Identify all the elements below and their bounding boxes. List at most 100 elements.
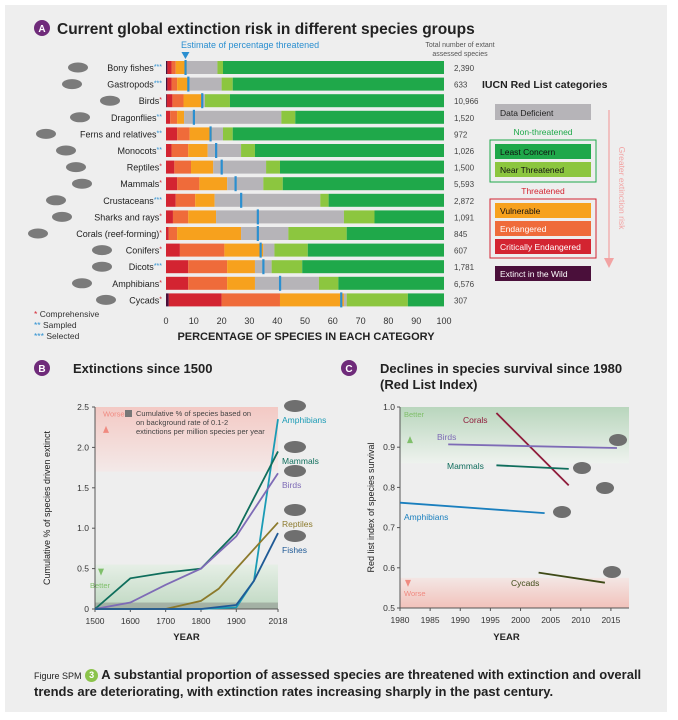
bar-dragonflies-vu [177, 110, 185, 124]
group-label-amphibians: Amphibians* [112, 279, 162, 289]
legend-swatch-critically-endangered [495, 239, 591, 254]
legend-swatch-endangered [495, 221, 591, 236]
total-cycads: 307 [454, 296, 468, 305]
dragonfly-icon [70, 112, 90, 123]
x-tick-c-2015: 2015 [601, 615, 620, 625]
group-label-gastropods: Gastropods*** [107, 80, 162, 90]
y-tick-c-1-0: 1.0 [383, 402, 395, 412]
bar-dragonflies-dd [184, 110, 282, 124]
group-label-cycads: Cycads* [129, 295, 162, 305]
bar-reptiles-vu [191, 160, 214, 174]
crab-icon [46, 195, 66, 206]
bar-crustaceans-dd [214, 193, 321, 207]
y-label-c: Red list index of species survival [366, 442, 376, 572]
group-label-monocots: Monocots** [118, 146, 163, 156]
footnote-selected: *** Selected [34, 331, 80, 341]
group-label-dicots: Dicots*** [129, 262, 162, 272]
bar-cycads-nt [346, 293, 408, 307]
bar-chart-extinction-risk: Bony fishes*** 2,390 Gastropods*** 633 Birds… [28, 52, 479, 326]
bar-sharks-and-rays-dd [216, 210, 344, 224]
line-b-birds [94, 472, 279, 610]
risk-arrow-label: Greater extinction risk [617, 147, 627, 230]
bar-corals-reef-forming-nt [288, 227, 347, 240]
bar-monocots-dd [207, 144, 242, 157]
line-chart-extinctions: Worse Better Cumulative % of species based… [42, 400, 326, 643]
bar-sharks-and-rays-lc [374, 210, 444, 224]
panel-c-badge [341, 360, 357, 376]
lizard-icon [66, 162, 86, 173]
corals-icon-c [596, 482, 614, 494]
panel-a-badge-letter: A [38, 24, 45, 35]
bar-conifers-vu [224, 243, 264, 257]
birds-icon-c [609, 434, 627, 446]
cycads-icon-c [603, 566, 621, 578]
footnote-sampled: ** Sampled [34, 320, 77, 330]
group-label-mammals: Mammals* [120, 179, 162, 189]
bar-conifers-dd [263, 243, 275, 257]
better-arrow-icon-b [98, 568, 104, 576]
estimate-marker-ferns-and-relatives [209, 126, 212, 142]
x-tick-c-1995: 1995 [481, 615, 500, 625]
legend-frame-nonthreatened [489, 139, 597, 183]
bar-amphibians-lc [338, 276, 444, 290]
panel-a-title: Current global extinction risk in differ… [57, 21, 475, 38]
bar-bony-fishes-nt [217, 61, 223, 74]
legend-header-nonthreatened: Non-threatened [513, 127, 572, 137]
dicot-icon [92, 261, 112, 272]
figure-caption: Figure SPM 3 A substantial proportion of… [34, 667, 654, 700]
bar-crustaceans-en [175, 193, 196, 207]
line-c-birds [448, 443, 617, 449]
series-label-b-amphibians: Amphibians [282, 415, 326, 425]
bar-ferns-and-relatives-lc [232, 127, 444, 141]
y-tick-b-1-5: 1.5 [77, 483, 89, 493]
bar-cycads-lc [407, 293, 444, 307]
fishes-icon-b [284, 530, 306, 542]
y-tick-c-0-9: 0.9 [383, 442, 395, 452]
estimate-marker-birds [201, 93, 204, 109]
footnote-comprehensive: * Comprehensive [34, 309, 99, 319]
iucn-legend: IUCN Red List categories Data Deficient … [482, 79, 627, 281]
bar-sharks-and-rays-nt [343, 210, 375, 224]
bar-sharks-and-rays-vu [188, 210, 217, 224]
line-c-amphibians [399, 501, 545, 515]
bar-amphibians-dd [254, 276, 319, 290]
total-conifers: 607 [454, 247, 468, 256]
caption-text: A substantial proportion of assessed spe… [34, 667, 642, 699]
x-tick-10: 10 [189, 316, 199, 326]
legend-swatch-data-deficient [495, 104, 591, 120]
estimate-marker-crustaceans [240, 192, 243, 208]
y-tick-c-0-6: 0.6 [383, 563, 395, 573]
coral-icon [28, 228, 48, 239]
legend-label-critically-endangered: Critically Endangered [500, 242, 581, 252]
zone-worse-b [95, 407, 278, 472]
bar-mammals-vu [199, 177, 228, 191]
bar-gastropods-nt [221, 77, 233, 91]
bar-dragonflies-nt [281, 110, 296, 124]
panel-a-badge [34, 20, 50, 36]
x-tick-50: 50 [300, 316, 310, 326]
zone-better-label-b: Better [90, 581, 111, 590]
line-c-cycads [538, 571, 606, 584]
series-label-c-birds: Birds [437, 432, 456, 442]
bar-mammals-lc [282, 177, 444, 191]
bar-gastropods-en [171, 77, 178, 91]
x-tick-40: 40 [272, 316, 282, 326]
group-label-corals-reef-forming: Corals (reef-forming)* [76, 229, 162, 239]
bar-ferns-and-relatives-en [177, 127, 190, 141]
bar-reptiles-cr [166, 160, 175, 174]
bar-gastropods-vu [177, 77, 189, 91]
bird-icon [100, 95, 120, 106]
worse-arrow-icon-c [405, 579, 411, 587]
bar-reptiles-nt [266, 160, 280, 174]
bar-monocots-lc [254, 144, 444, 157]
estimate-marker-monocots [215, 143, 218, 158]
legend-label-vulnerable: Vulnerable [500, 206, 541, 216]
bar-mammals-nt [263, 177, 283, 191]
background-note-swatch [125, 410, 132, 417]
bar-dicots-nt [271, 260, 303, 274]
bar-cycads-vu [279, 293, 344, 307]
x-tick-c-1980: 1980 [391, 615, 410, 625]
bar-bony-fishes-ew [166, 61, 168, 74]
x-tick-70: 70 [356, 316, 366, 326]
bar-conifers-nt [274, 243, 308, 257]
